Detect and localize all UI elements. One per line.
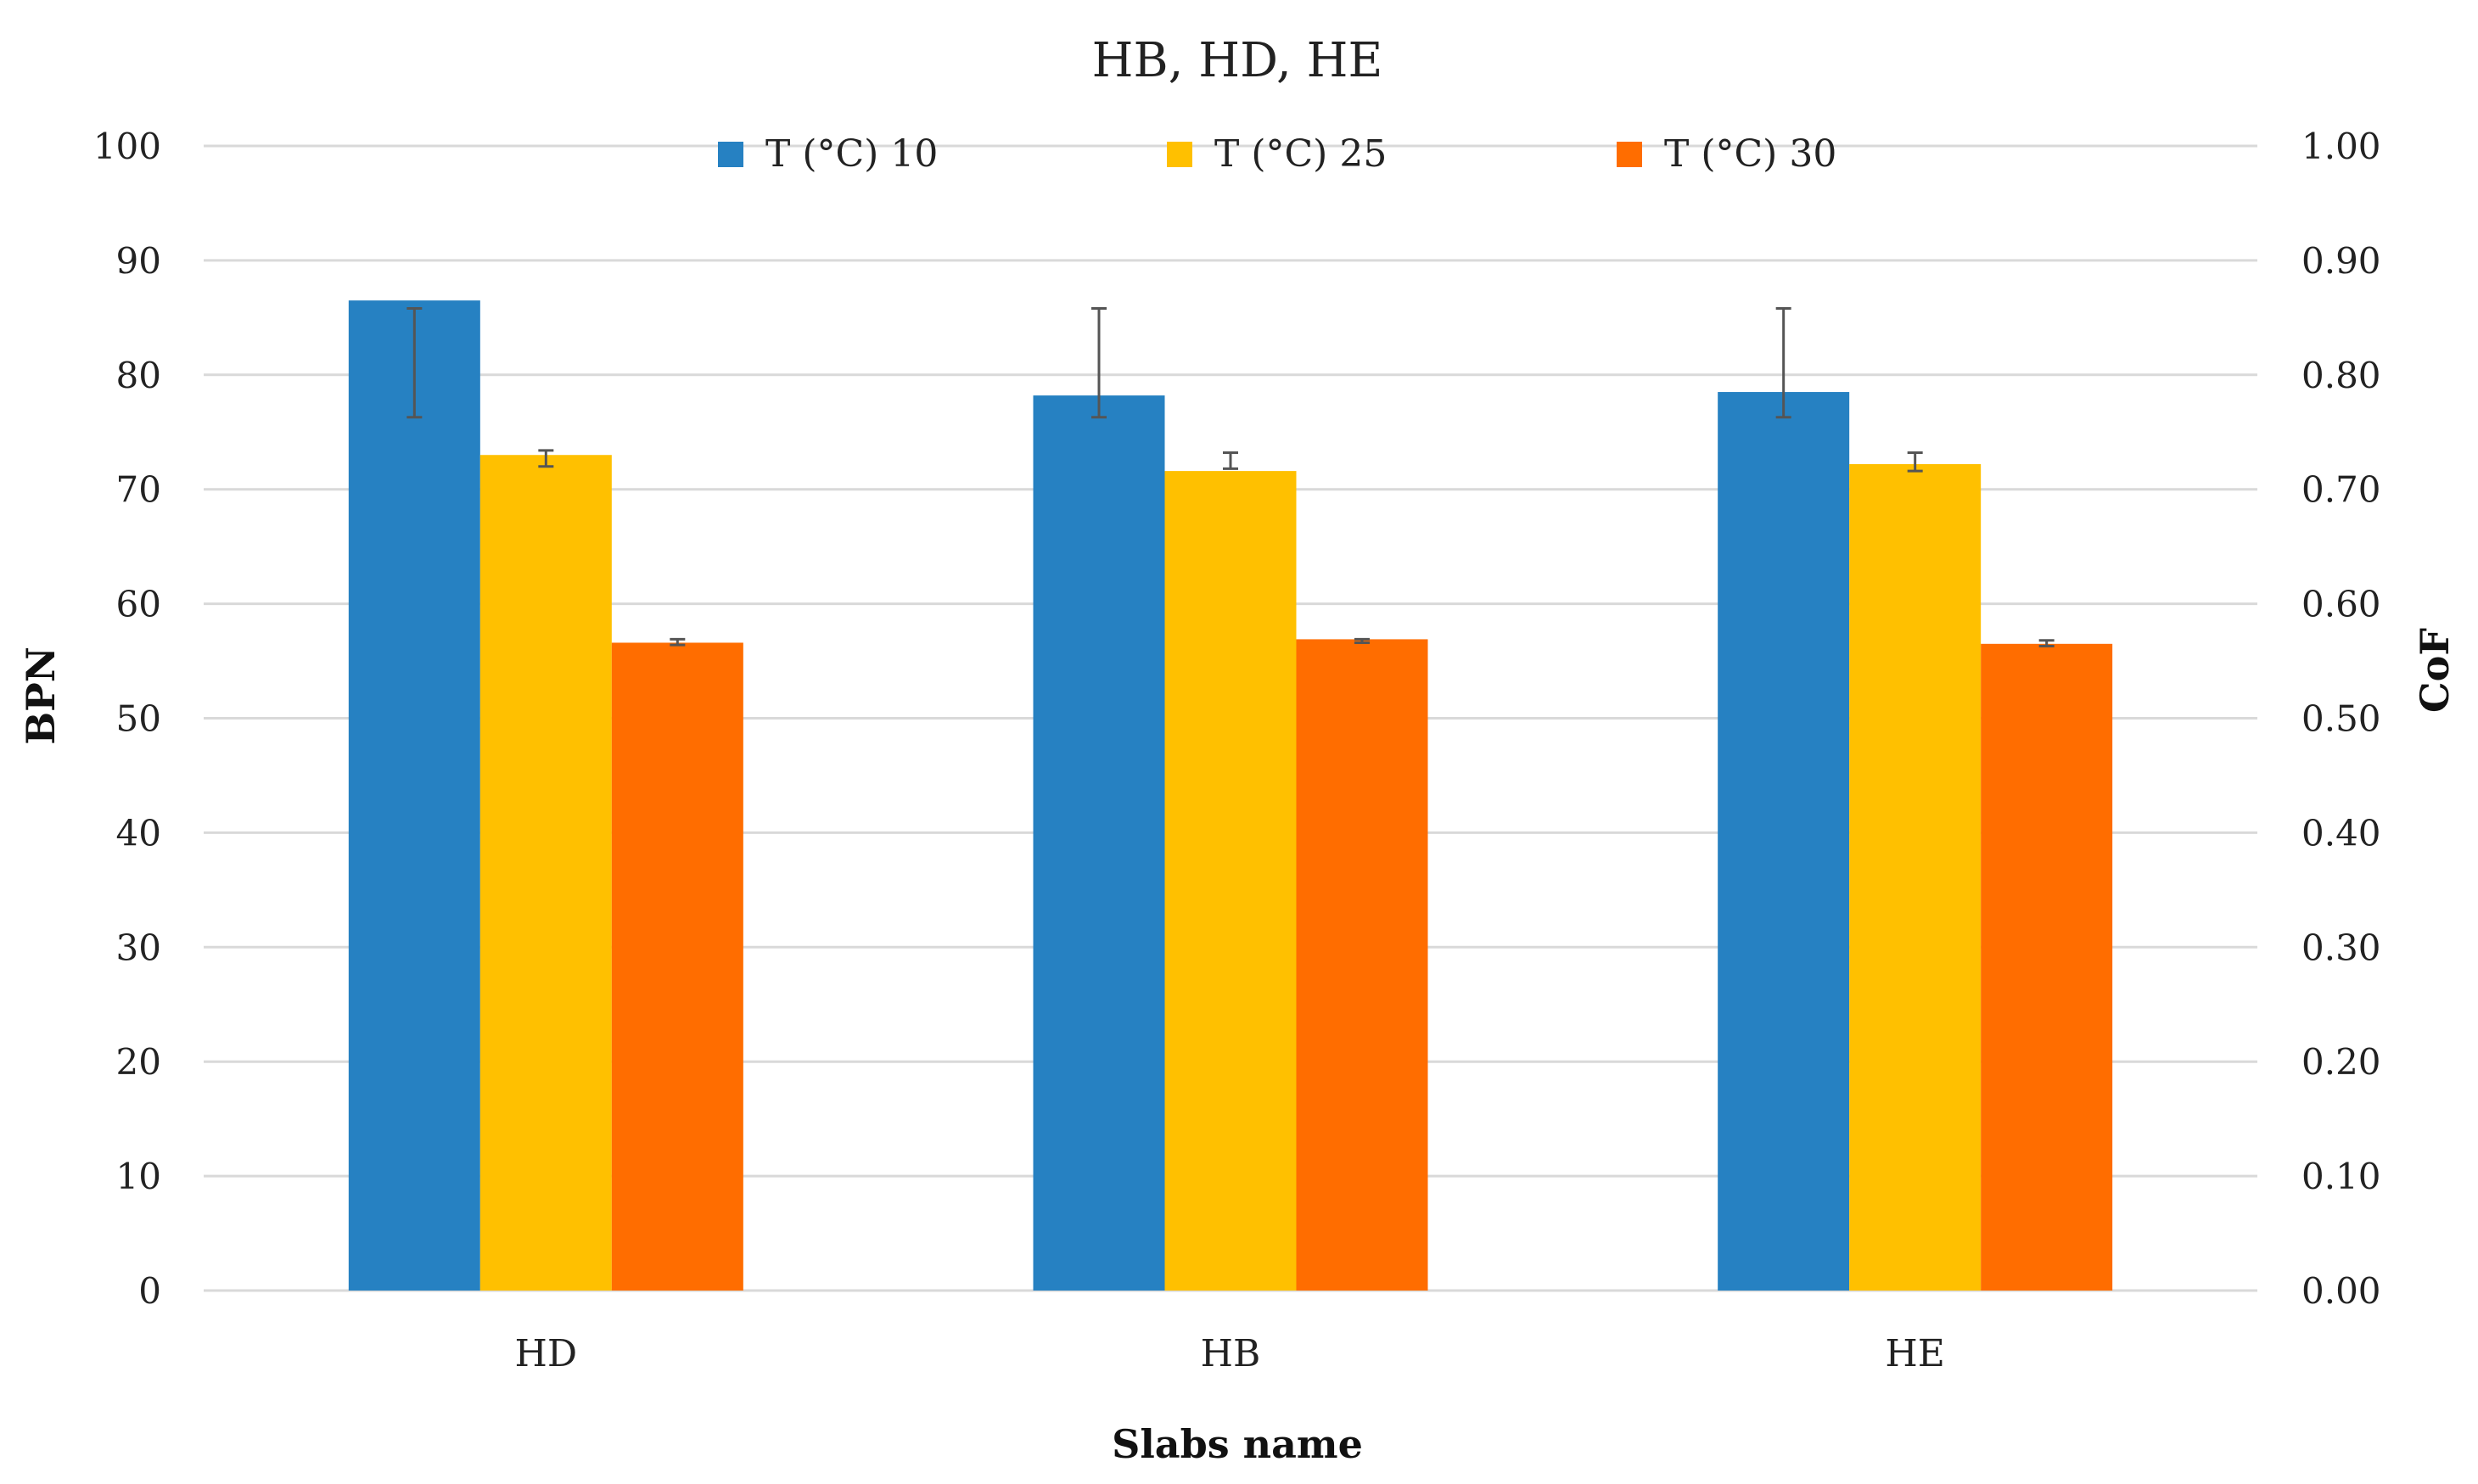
bar xyxy=(1296,639,1428,1291)
y-tick-label: 40 xyxy=(116,812,161,854)
y-tick-label: 30 xyxy=(116,927,161,968)
bar xyxy=(1164,471,1297,1291)
y2-tick-label: 0.20 xyxy=(2301,1041,2381,1083)
x-category-label: HD xyxy=(515,1332,578,1375)
bar xyxy=(1033,395,1165,1291)
legend-swatch xyxy=(718,142,743,167)
y-tick-label: 80 xyxy=(116,355,161,396)
legend-swatch xyxy=(1617,142,1642,167)
y-tick-label: 70 xyxy=(116,469,161,511)
chart-title: HB, HD, HE xyxy=(1092,33,1383,88)
y2-tick-label: 1.00 xyxy=(2301,126,2381,167)
y2-tick-label: 0.70 xyxy=(2301,469,2381,511)
legend-label: T (°C) 30 xyxy=(1664,132,1836,176)
bar xyxy=(611,642,743,1291)
y-tick-label: 60 xyxy=(116,584,161,625)
y2-axis-ticks: 0.00 0.10 0.20 0.30 0.40 0.50 0.60 0.70 0.80 0.90… xyxy=(2301,126,2381,1312)
x-axis-title: Slabs name xyxy=(1112,1421,1363,1467)
y2-tick-label: 0.80 xyxy=(2301,355,2381,396)
bar xyxy=(1718,392,1850,1291)
y2-tick-label: 0.40 xyxy=(2301,812,2381,854)
bar xyxy=(1849,464,1982,1291)
y2-axis-title: CoF xyxy=(2412,628,2458,713)
error-bars xyxy=(406,307,2055,648)
y-tick-label: 20 xyxy=(116,1041,161,1083)
x-category-label: HB xyxy=(1201,1332,1261,1375)
x-category-label: HE xyxy=(1885,1332,1945,1375)
y-tick-label: 50 xyxy=(116,698,161,740)
x-axis-categories: HD HB HE xyxy=(515,1332,1945,1375)
y-axis-title: BPN xyxy=(18,647,64,745)
y2-tick-label: 0.30 xyxy=(2301,927,2381,968)
legend: T (°C) 10 T (°C) 25 T (°C) 30 xyxy=(718,132,1836,176)
y2-tick-label: 0.10 xyxy=(2301,1156,2381,1197)
bar xyxy=(1981,643,2113,1291)
y2-tick-label: 0.50 xyxy=(2301,698,2381,740)
y-tick-label: 100 xyxy=(93,126,161,167)
bar xyxy=(479,455,612,1291)
legend-label: T (°C) 25 xyxy=(1214,132,1387,176)
y2-tick-label: 0.60 xyxy=(2301,584,2381,625)
y-tick-label: 0 xyxy=(138,1270,161,1312)
bar xyxy=(348,300,480,1291)
legend-label: T (°C) 10 xyxy=(765,132,938,176)
bar-group xyxy=(348,300,2113,1291)
y2-tick-label: 0.00 xyxy=(2301,1270,2381,1312)
y-axis-ticks: 0 10 20 30 40 50 60 70 80 90 100 xyxy=(93,126,161,1312)
legend-swatch xyxy=(1167,142,1192,167)
y-tick-label: 10 xyxy=(116,1156,161,1197)
y-tick-label: 90 xyxy=(116,240,161,282)
y2-tick-label: 0.90 xyxy=(2301,240,2381,282)
